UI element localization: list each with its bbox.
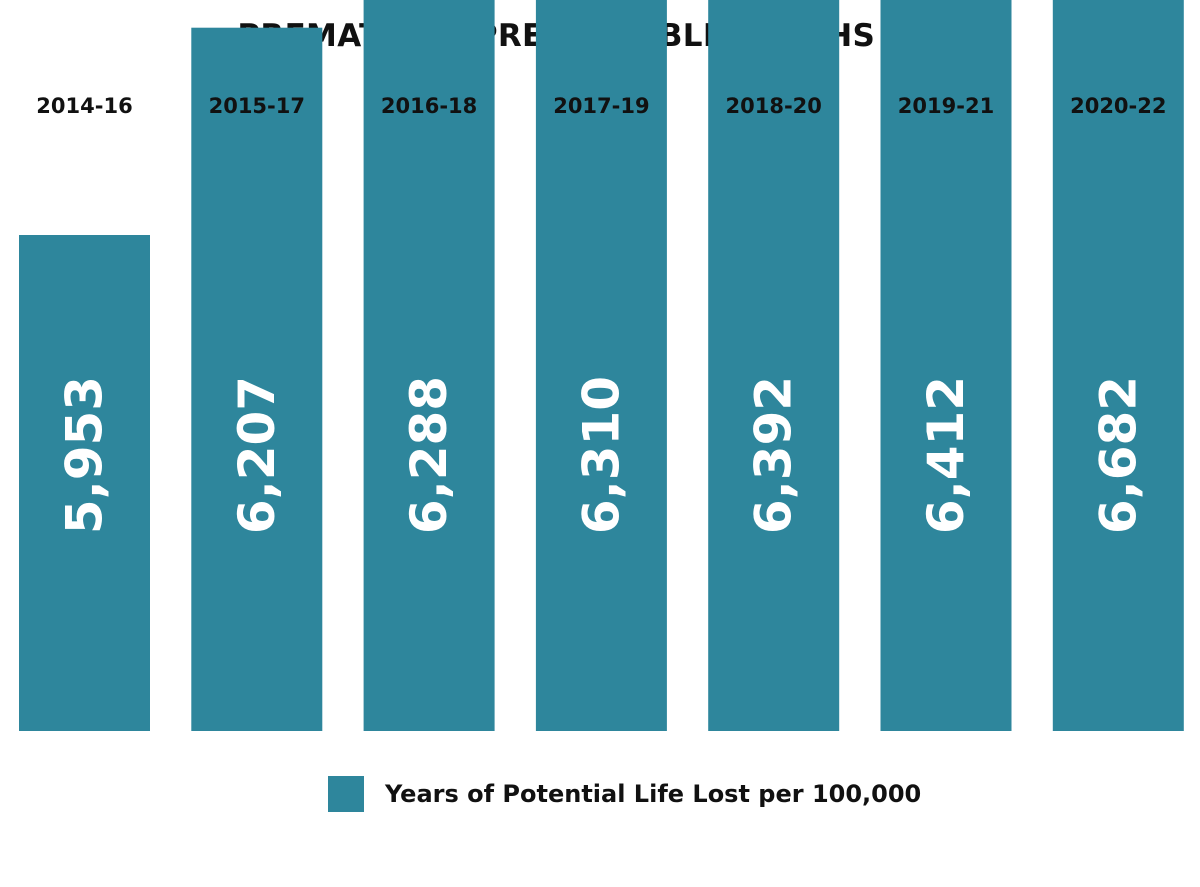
value-labels-layer: 5,953 6,207 6,288 6,310 6,392 6,412 6,682 [56,376,1148,534]
category-label-2014-16: 2014-16 [36,94,132,118]
legend-swatch [328,776,364,812]
category-label-2015-17: 2015-17 [209,94,305,118]
bars-layer [19,0,1184,732]
bar-2017-19 [535,0,667,731]
category-label-2017-19: 2017-19 [553,94,649,118]
value-label-2014-16: 5,953 [56,376,114,534]
bar-2016-18 [363,0,495,732]
value-label-2019-21: 6,412 [917,376,975,534]
category-labels-layer: 2014-16 2015-17 2016-18 2017-19 2018-20 2019-… [36,94,1166,118]
value-label-2016-18: 6,288 [400,376,458,534]
legend-label: Years of Potential Life Lost per 100,000 [385,780,922,808]
value-label-2020-22: 6,682 [1089,376,1147,534]
bar-2014-16 [19,235,150,731]
category-label-2016-18: 2016-18 [381,94,477,118]
bar-2015-17 [191,27,323,731]
legend: Years of Potential Life Lost per 100,000 [328,776,921,812]
category-label-2020-22: 2020-22 [1070,94,1166,118]
bar-2020-22 [1052,0,1184,732]
bar-2019-21 [880,0,1012,731]
value-label-2015-17: 6,207 [228,376,286,534]
category-label-2019-21: 2019-21 [898,94,994,118]
bar-2018-20 [708,0,840,732]
value-label-2018-20: 6,392 [745,376,803,534]
value-label-2017-19: 6,310 [572,376,630,534]
category-label-2018-20: 2018-20 [726,94,822,118]
